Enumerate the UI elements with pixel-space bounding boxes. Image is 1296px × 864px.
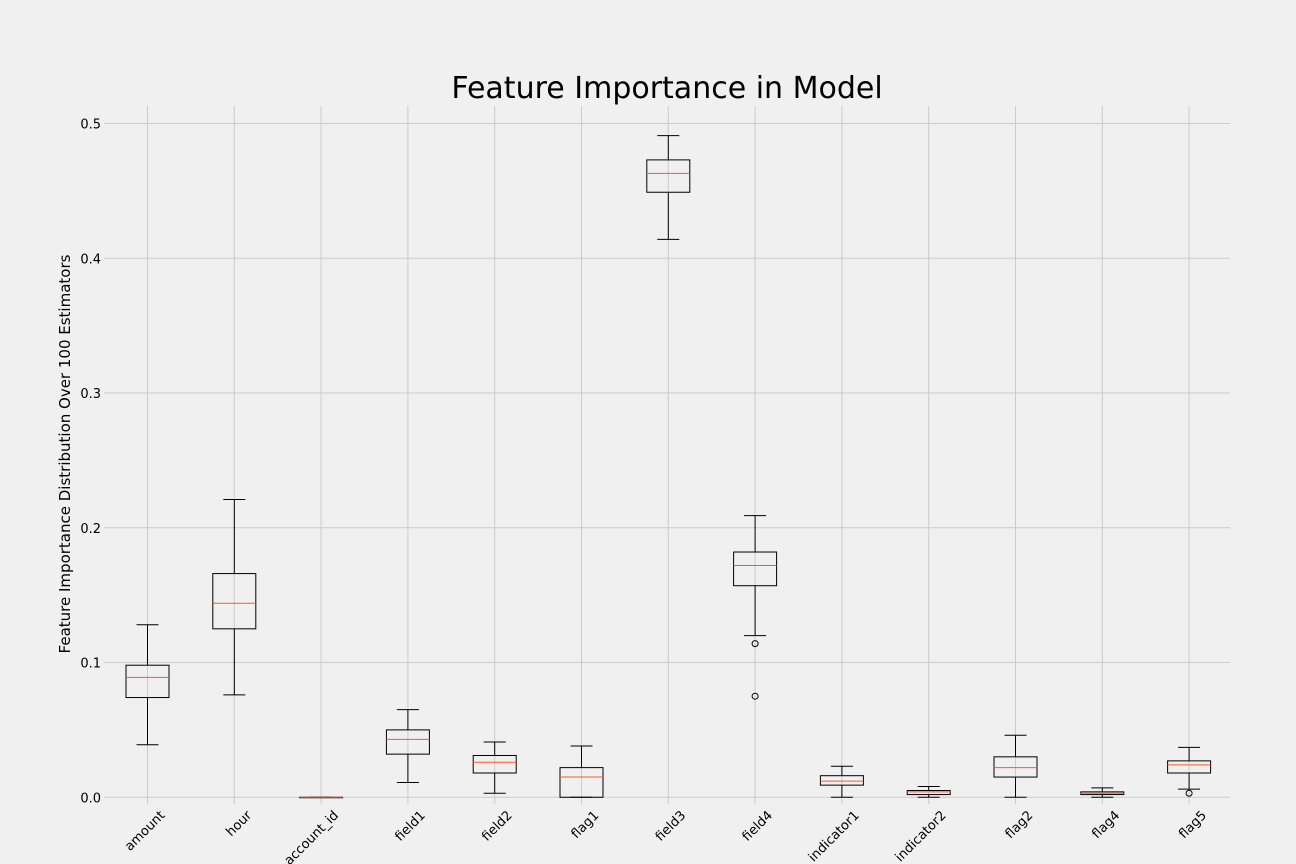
box-flag5: [1167, 746, 1212, 797]
y-tick-label: 0.3: [80, 387, 101, 402]
x-tick-label: field4: [740, 808, 776, 844]
outlier-point: [751, 692, 759, 700]
box-body: [1167, 760, 1212, 774]
y-axis-label: Feature Importance Distribution Over 100…: [56, 254, 74, 653]
boxes: [125, 135, 1212, 799]
box-body: [993, 756, 1038, 778]
x-tick-label: flag5: [1176, 808, 1210, 842]
x-tick-label: flag2: [1003, 808, 1037, 842]
box-body: [559, 767, 604, 798]
box-field3: [646, 135, 691, 240]
box-field4: [733, 515, 778, 700]
box-flag1: [559, 745, 604, 798]
x-tick-label: indicator1: [806, 808, 863, 864]
box-body: [733, 551, 778, 587]
box-field2: [472, 741, 517, 794]
x-tick-label: flag1: [569, 808, 603, 842]
outlier-point: [751, 640, 759, 648]
box-indicator2: [906, 785, 951, 798]
x-tick-label: field2: [479, 808, 515, 844]
y-tick-label: 0.2: [80, 522, 101, 537]
y-tick-label: 0.5: [80, 118, 101, 133]
y-tick-label: 0.0: [80, 791, 101, 806]
box-body: [906, 790, 951, 796]
outlier-point: [1185, 789, 1193, 797]
box-flag2: [993, 734, 1038, 798]
box-amount: [125, 624, 170, 746]
x-tick-label: indicator2: [893, 808, 950, 864]
box-body: [385, 729, 430, 755]
box-account_id: [299, 796, 344, 799]
x-tick-label: hour: [223, 808, 255, 840]
box-body: [472, 754, 517, 774]
box-hour: [212, 498, 257, 696]
box-field1: [385, 709, 430, 783]
box-flag4: [1080, 787, 1125, 798]
box-indicator1: [819, 765, 864, 798]
x-tick-label: account_id: [282, 808, 342, 864]
box-body: [646, 159, 691, 193]
grid: [104, 106, 1230, 804]
x-ticks: amount hour account_id field1 field2 flag1 fie…: [122, 808, 1210, 864]
x-tick-label: flag4: [1089, 808, 1123, 842]
x-tick-label: field3: [653, 808, 689, 844]
box-body: [125, 664, 170, 699]
box-body: [819, 775, 864, 786]
x-tick-label: amount: [122, 808, 168, 854]
x-tick-label: field1: [392, 808, 428, 844]
box-body: [212, 573, 257, 630]
chart-title: Feature Importance in Model: [451, 71, 882, 106]
y-ticks: 0.0 0.1 0.2 0.3 0.4 0.5: [80, 118, 101, 807]
y-tick-label: 0.1: [80, 657, 101, 672]
y-tick-label: 0.4: [80, 252, 101, 267]
